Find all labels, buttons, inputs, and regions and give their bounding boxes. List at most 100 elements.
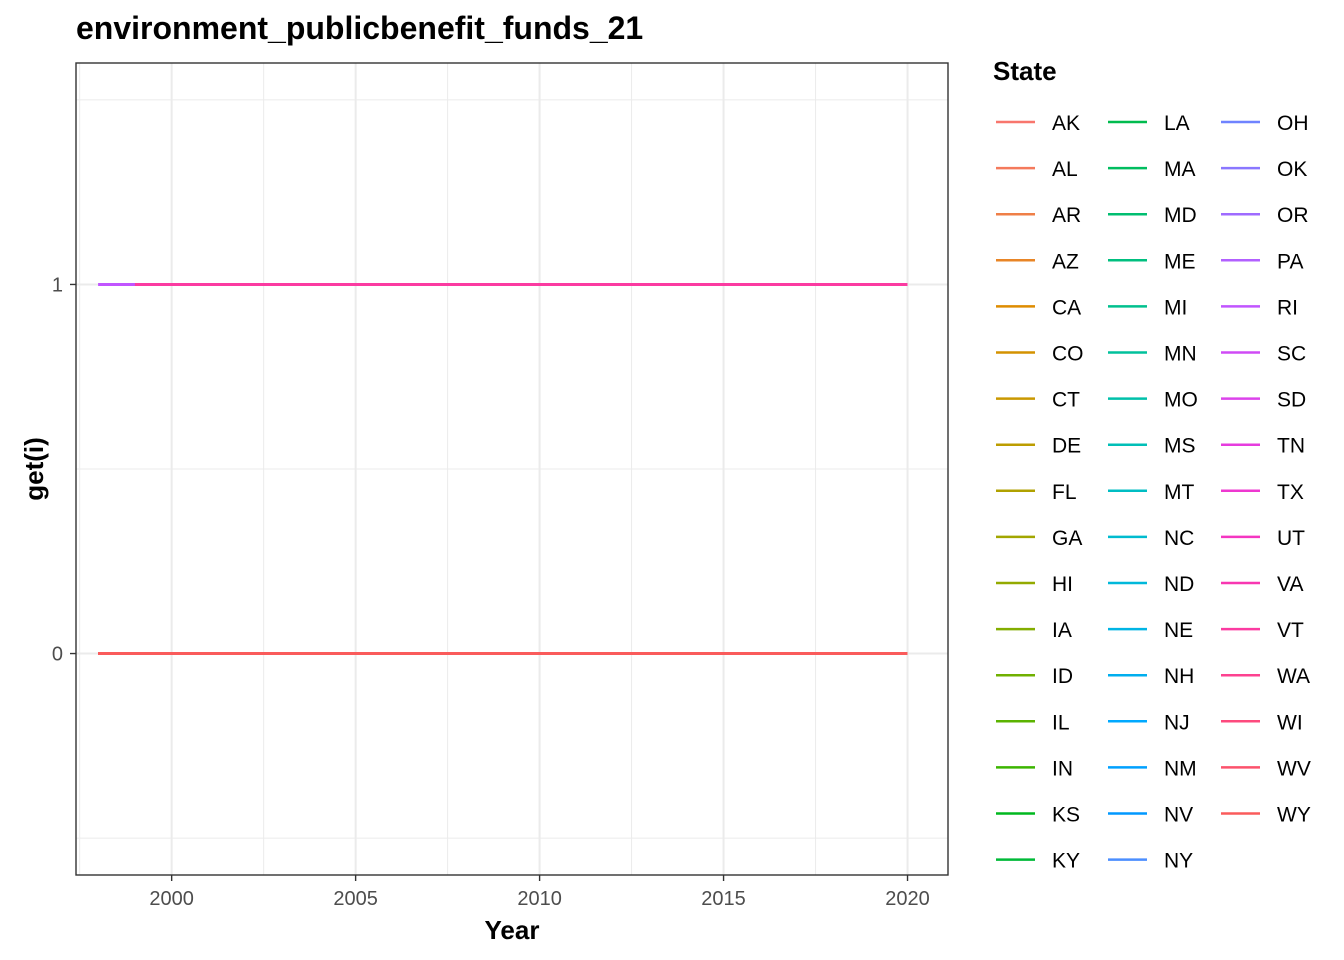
- legend-item-me: ME: [1108, 250, 1196, 273]
- legend-item-ak: AK: [996, 112, 1080, 135]
- legend-item-mo: MO: [1108, 389, 1198, 412]
- legend-label: IA: [1052, 619, 1072, 642]
- legend-item-nh: NH: [1108, 665, 1194, 688]
- legend-label: NY: [1164, 850, 1193, 873]
- legend-label: AR: [1052, 204, 1081, 227]
- legend-label: AZ: [1052, 250, 1079, 273]
- legend-label: NV: [1164, 804, 1193, 827]
- legend-label: WA: [1277, 665, 1310, 688]
- legend-item-md: MD: [1108, 204, 1197, 227]
- legend-label: CA: [1052, 296, 1081, 319]
- legend-label: OR: [1277, 204, 1309, 227]
- legend-item-mi: MI: [1108, 296, 1187, 319]
- legend: State AK AL AR AZ CA CO CT DE FL GA HI IA ID IL IN KS KY…: [993, 56, 1311, 873]
- legend-item-wi: WI: [1221, 711, 1303, 734]
- legend-item-al: AL: [996, 158, 1078, 181]
- legend-label: ID: [1052, 665, 1073, 688]
- legend-item-ms: MS: [1108, 435, 1196, 458]
- legend-item-ks: KS: [996, 804, 1080, 827]
- legend-item-az: AZ: [996, 250, 1079, 273]
- legend-item-co: CO: [996, 343, 1084, 366]
- legend-label: HI: [1052, 573, 1073, 596]
- legend-label: IN: [1052, 757, 1073, 780]
- legend-item-wa: WA: [1221, 665, 1310, 688]
- x-axis: 2000 2005 2010 2015 2020: [149, 875, 930, 910]
- legend-label: CO: [1052, 343, 1084, 366]
- legend-label: SD: [1277, 389, 1306, 412]
- legend-item-ga: GA: [996, 527, 1082, 550]
- legend-label: ND: [1164, 573, 1194, 596]
- legend-item-ne: NE: [1108, 619, 1193, 642]
- legend-label: TX: [1277, 481, 1304, 504]
- legend-label: OK: [1277, 158, 1307, 181]
- legend-label: KS: [1052, 804, 1080, 827]
- plot-border: [75, 62, 949, 876]
- legend-item-fl: FL: [996, 481, 1077, 504]
- legend-item-or: OR: [1221, 204, 1309, 227]
- y-axis: 01: [52, 274, 76, 666]
- legend-item-wv: WV: [1221, 757, 1311, 780]
- legend-item-ok: OK: [1221, 158, 1307, 181]
- legend-item-tx: TX: [1221, 481, 1304, 504]
- x-tick-label: 2005: [333, 888, 378, 910]
- legend-label: UT: [1277, 527, 1305, 550]
- legend-label: GA: [1052, 527, 1082, 550]
- legend-label: RI: [1277, 296, 1298, 319]
- legend-label: CT: [1052, 389, 1080, 412]
- legend-item-ca: CA: [996, 296, 1081, 319]
- legend-title: State: [993, 56, 1057, 86]
- legend-item-ia: IA: [996, 619, 1072, 642]
- legend-item-nm: NM: [1108, 757, 1197, 780]
- legend-label: AL: [1052, 158, 1078, 181]
- legend-label: MN: [1164, 343, 1197, 366]
- legend-label: DE: [1052, 435, 1081, 458]
- plot-frame: [75, 62, 949, 876]
- y-tick-label: 1: [52, 274, 63, 296]
- legend-label: TN: [1277, 435, 1305, 458]
- legend-item-oh: OH: [1221, 112, 1309, 135]
- legend-label: LA: [1164, 112, 1190, 135]
- legend-item-nj: NJ: [1108, 711, 1190, 734]
- legend-item-sc: SC: [1221, 343, 1306, 366]
- chart-title: environment_publicbenefit_funds_21: [76, 10, 643, 46]
- legend-item-mn: MN: [1108, 343, 1197, 366]
- legend-item-in: IN: [996, 757, 1073, 780]
- legend-item-pa: PA: [1221, 250, 1303, 273]
- legend-label: NJ: [1164, 711, 1190, 734]
- legend-label: WV: [1277, 757, 1311, 780]
- legend-label: WY: [1277, 804, 1311, 827]
- x-tick-label: 2010: [517, 888, 562, 910]
- legend-item-vt: VT: [1221, 619, 1304, 642]
- legend-item-sd: SD: [1221, 389, 1306, 412]
- legend-label: NE: [1164, 619, 1193, 642]
- legend-label: VA: [1277, 573, 1303, 596]
- legend-label: NM: [1164, 757, 1197, 780]
- legend-item-ri: RI: [1221, 296, 1298, 319]
- legend-item-nv: NV: [1108, 804, 1193, 827]
- legend-label: NH: [1164, 665, 1194, 688]
- legend-item-ct: CT: [996, 389, 1080, 412]
- legend-label: VT: [1277, 619, 1304, 642]
- legend-item-ny: NY: [1108, 850, 1193, 873]
- x-tick-label: 2000: [149, 888, 194, 910]
- legend-label: FL: [1052, 481, 1077, 504]
- y-axis-title: get(i): [19, 437, 49, 501]
- legend-item-tn: TN: [1221, 435, 1305, 458]
- legend-label: MI: [1164, 296, 1187, 319]
- series-lines: [98, 283, 908, 655]
- legend-item-nc: NC: [1108, 527, 1194, 550]
- x-tick-label: 2015: [701, 888, 746, 910]
- legend-label: KY: [1052, 850, 1080, 873]
- legend-label: ME: [1164, 250, 1196, 273]
- legend-item-ky: KY: [996, 850, 1080, 873]
- legend-item-il: IL: [996, 711, 1070, 734]
- legend-label: MD: [1164, 204, 1197, 227]
- x-axis-title: Year: [485, 915, 540, 945]
- legend-item-va: VA: [1221, 573, 1303, 596]
- legend-item-ma: MA: [1108, 158, 1196, 181]
- legend-label: MS: [1164, 435, 1196, 458]
- legend-label: MT: [1164, 481, 1194, 504]
- legend-label: MO: [1164, 389, 1198, 412]
- legend-item-de: DE: [996, 435, 1081, 458]
